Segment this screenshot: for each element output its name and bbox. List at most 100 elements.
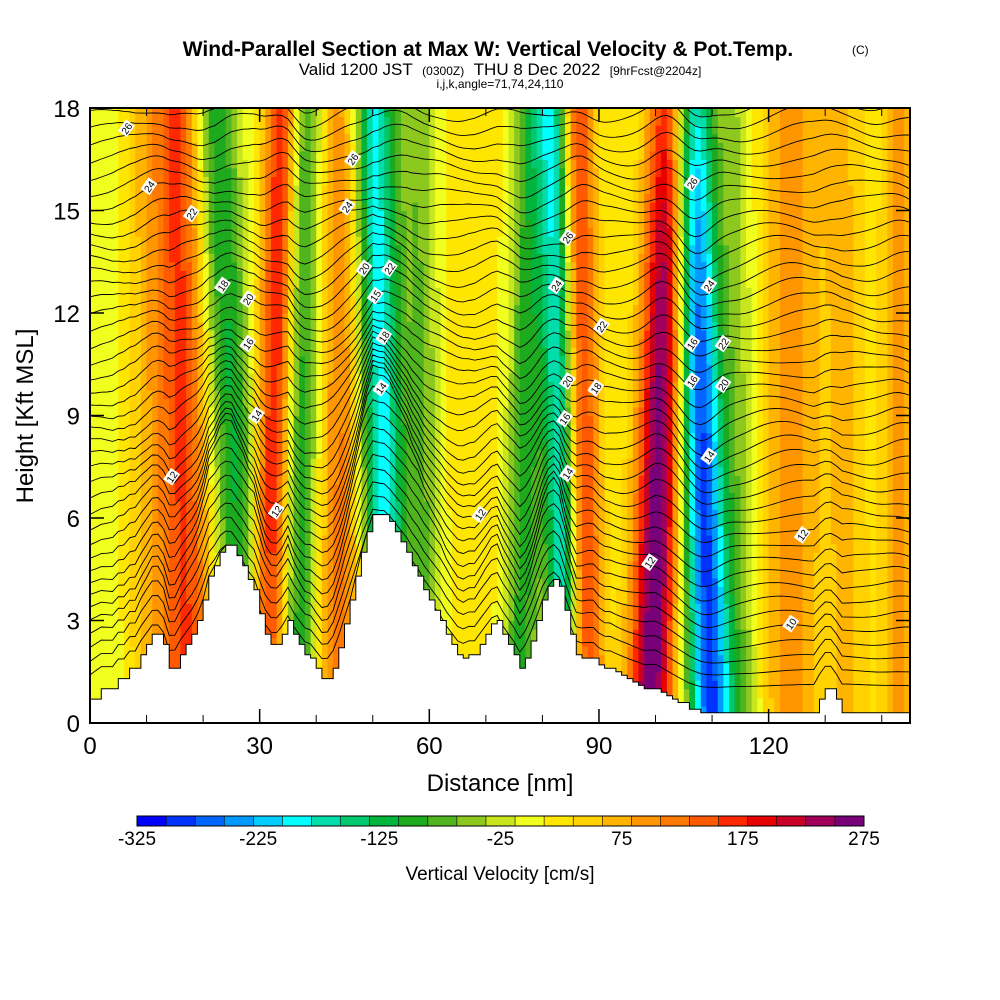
- heatmap-cell: [842, 509, 849, 519]
- heatmap-cell: [350, 594, 357, 605]
- heatmap-cell: [344, 586, 351, 596]
- heatmap-cell: [276, 543, 283, 553]
- heatmap-cell: [621, 543, 628, 553]
- heatmap-cell: [587, 509, 594, 519]
- heatmap-cell: [237, 509, 244, 519]
- heatmap-cell: [423, 509, 430, 519]
- heatmap-cell: [762, 594, 770, 605]
- heatmap-cell: [497, 594, 504, 605]
- heatmap-cell: [135, 594, 142, 605]
- heatmap-cell: [197, 594, 204, 605]
- heatmap-cell: [830, 552, 838, 562]
- heatmap-cell: [129, 424, 136, 434]
- heatmap-cell: [683, 535, 691, 545]
- heatmap-cell: [525, 577, 532, 587]
- heatmap-cell: [830, 646, 838, 656]
- heatmap-cell: [898, 577, 905, 587]
- heatmap-cell: [463, 432, 470, 442]
- heatmap-cell: [129, 611, 136, 622]
- heatmap-cell: [796, 646, 804, 656]
- heatmap-cell: [757, 646, 764, 656]
- heatmap-cell: [830, 637, 838, 647]
- heatmap-cell: [174, 594, 182, 605]
- heatmap-cell: [412, 535, 419, 545]
- heatmap-cell: [582, 586, 589, 596]
- heatmap-cell: [644, 483, 651, 493]
- heatmap-cell: [604, 492, 611, 502]
- heatmap-cell: [576, 441, 583, 451]
- heatmap-cell: [757, 432, 764, 442]
- heatmap-cell: [785, 458, 792, 468]
- heatmap-cell: [519, 663, 527, 673]
- heatmap-cell: [412, 424, 419, 434]
- heatmap-cell: [678, 500, 685, 511]
- heatmap-cell: [140, 432, 148, 442]
- heatmap-cell: [887, 680, 894, 690]
- heatmap-cell: [649, 629, 657, 639]
- heatmap-cell: [423, 475, 430, 485]
- heatmap-cell: [299, 603, 306, 613]
- heatmap-cell: [440, 552, 447, 562]
- heatmap-cell: [847, 611, 855, 622]
- heatmap-cell: [310, 492, 317, 502]
- chart-subtitle: Valid 1200 JST (0300Z) THU 8 Dec 2022 [9…: [299, 60, 702, 79]
- heatmap-cell: [457, 586, 464, 596]
- heatmap-cell: [140, 492, 148, 502]
- heatmap-cell: [649, 526, 657, 536]
- heatmap-cell: [678, 697, 685, 707]
- heatmap-cell: [146, 577, 153, 587]
- heatmap-cell: [802, 543, 809, 553]
- heatmap-cell: [785, 466, 792, 476]
- heatmap-cell: [881, 432, 888, 442]
- heatmap-cell: [717, 483, 724, 493]
- heatmap-cell: [406, 492, 413, 502]
- heatmap-cell: [197, 483, 204, 493]
- heatmap-cell: [401, 466, 408, 476]
- heatmap-cell: [559, 526, 566, 536]
- heatmap-cell: [723, 535, 730, 545]
- heatmap-cell: [95, 492, 102, 502]
- heatmap-cell: [112, 552, 119, 562]
- heatmap-cell: [118, 594, 125, 605]
- heatmap-cell: [299, 629, 306, 639]
- heatmap-cell: [270, 483, 278, 493]
- heatmap-cell: [327, 620, 334, 630]
- heatmap-cell: [389, 458, 396, 468]
- heatmap-cell: [785, 449, 792, 459]
- heatmap-cell: [276, 637, 283, 647]
- heatmap-cell: [293, 432, 300, 442]
- heatmap-cell: [214, 560, 221, 570]
- heatmap-cell: [519, 535, 527, 545]
- heatmap-cell: [808, 637, 815, 647]
- heatmap-cell: [129, 535, 136, 545]
- heatmap-cell: [384, 500, 391, 511]
- heatmap-cell: [440, 543, 447, 553]
- heatmap-cell: [876, 586, 883, 596]
- heatmap-cell: [140, 466, 148, 476]
- heatmap-cell: [683, 697, 691, 707]
- heatmap-cell: [321, 552, 329, 562]
- heatmap-cell: [706, 535, 713, 545]
- heatmap-cell: [746, 535, 753, 545]
- heatmap-cell: [118, 671, 125, 681]
- heatmap-cell: [254, 458, 261, 468]
- heatmap-cell: [723, 577, 730, 587]
- heatmap-cell: [627, 535, 634, 545]
- heatmap-cell: [655, 526, 662, 536]
- heatmap-cell: [327, 526, 334, 536]
- heatmap-cell: [101, 526, 108, 536]
- heatmap-cell: [203, 535, 210, 545]
- heatmap-cell: [768, 654, 775, 664]
- heatmap-cell: [135, 620, 142, 630]
- heatmap-cell: [887, 552, 894, 562]
- heatmap-cell: [666, 586, 674, 596]
- heatmap-cell: [842, 663, 849, 673]
- heatmap-cell: [157, 535, 165, 545]
- heatmap-cell: [881, 620, 888, 630]
- heatmap-cell: [796, 552, 804, 562]
- heatmap-cell: [830, 560, 838, 570]
- heatmap-cell: [774, 646, 781, 656]
- heatmap-cell: [904, 629, 910, 639]
- heatmap-cell: [729, 620, 736, 630]
- heatmap-cell: [734, 705, 741, 716]
